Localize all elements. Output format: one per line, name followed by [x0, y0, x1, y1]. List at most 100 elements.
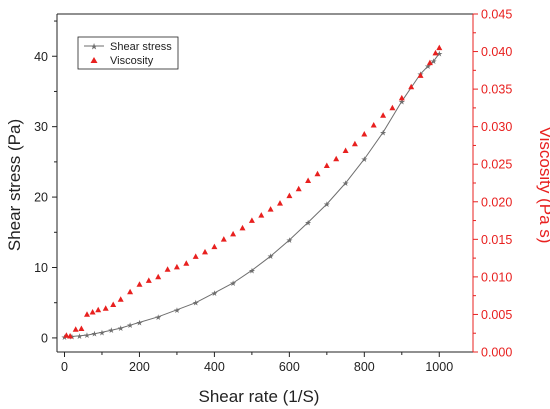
shear-stress-point: ★	[430, 57, 437, 66]
shear-stress-point: ★	[127, 321, 134, 330]
viscosity-point	[389, 104, 396, 111]
shear-stress-point: ★	[136, 318, 143, 327]
y-tick-label-right: 0.020	[481, 195, 512, 209]
viscosity-point	[267, 206, 274, 212]
viscosity-point	[314, 170, 321, 177]
y-tick-label-right: 0.030	[481, 120, 512, 134]
viscosity-point	[295, 185, 302, 192]
shear-stress-point: ★	[192, 299, 199, 308]
viscosity-point	[380, 112, 387, 118]
viscosity-point	[155, 273, 162, 280]
legend-shear-stress-label: Shear stress	[110, 41, 172, 53]
shear-stress-point: ★	[91, 330, 98, 339]
shear-stress-point: ★	[173, 306, 180, 315]
viscosity-point	[102, 305, 109, 311]
shear-stress-point: ★	[248, 266, 255, 275]
legend-viscosity-marker	[90, 57, 98, 63]
y-tick-label-right: 0.025	[481, 158, 512, 172]
viscosity-point	[398, 94, 405, 101]
shear-stress-point: ★	[98, 328, 105, 337]
y-tick-label-left: 10	[34, 261, 48, 275]
shear-stress-point: ★	[117, 324, 124, 333]
viscosity-point	[248, 217, 255, 223]
legend-box	[77, 36, 179, 70]
y-tick-label-left: 0	[41, 331, 48, 345]
shear-stress-point: ★	[361, 155, 368, 164]
y-tick-label-right: 0.010	[481, 270, 512, 284]
viscosity-point	[164, 266, 171, 272]
viscosity-point	[89, 309, 96, 315]
viscosity-point	[426, 59, 433, 66]
y-tick-label-right: 0.045	[481, 8, 512, 22]
shear-stress-point: ★	[380, 128, 387, 137]
legend: ★ Shear stress Viscosity	[77, 36, 179, 70]
viscosity-point	[211, 243, 218, 250]
x-tick-label: 400	[204, 360, 225, 374]
viscosity-point	[173, 263, 180, 270]
viscosity-point	[84, 311, 90, 317]
shear-stress-point: ★	[436, 49, 443, 58]
viscosity-point	[110, 301, 117, 307]
series-layer: ★★★★★★★★★★★★★★★★★★★★★★★★★★★★	[61, 44, 443, 342]
y-tick-label-right: 0.005	[481, 308, 512, 322]
y-tick-label-right: 0.000	[481, 346, 512, 360]
shear-stress-point: ★	[286, 236, 293, 245]
y-axis-title-right: Viscosity (Pa s)	[536, 127, 550, 244]
series-line-shear-stress	[64, 53, 440, 338]
viscosity-point	[258, 212, 265, 218]
shear-stress-point: ★	[230, 279, 237, 288]
viscosity-point	[436, 44, 443, 51]
shear-stress-point: ★	[323, 200, 330, 209]
x-tick-label: 200	[129, 360, 150, 374]
viscosity-point	[127, 288, 134, 295]
y-axis-title-left: Shear stress (Pa)	[5, 119, 24, 251]
shear-stress-point: ★	[267, 252, 274, 261]
viscosity-point	[417, 72, 424, 78]
viscosity-point	[323, 162, 330, 168]
viscosity-point	[117, 296, 124, 302]
viscosity-point	[220, 236, 227, 242]
viscosity-point	[370, 122, 377, 128]
viscosity-point	[183, 260, 190, 266]
viscosity-point	[136, 281, 143, 287]
viscosity-point	[67, 333, 74, 339]
viscosity-point	[230, 230, 237, 237]
y-tick-label-right: 0.035	[481, 83, 512, 97]
viscosity-point	[361, 131, 368, 137]
shear-stress-point: ★	[342, 179, 349, 188]
x-tick-label: 0	[61, 360, 68, 374]
shear-stress-point: ★	[424, 62, 431, 71]
viscosity-point	[432, 49, 439, 56]
x-axis-title: Shear rate (1/S)	[199, 387, 320, 406]
viscosity-point	[277, 200, 283, 206]
shear-stress-point: ★	[398, 97, 405, 106]
viscosity-point	[286, 192, 293, 199]
viscosity-point	[239, 224, 246, 231]
viscosity-point	[145, 277, 152, 283]
viscosity-point	[78, 325, 85, 331]
y-tick-label-right: 0.015	[481, 233, 512, 247]
shear-stress-point: ★	[76, 332, 83, 341]
viscosity-point	[192, 253, 199, 259]
y-tick-label-left: 30	[34, 120, 48, 134]
viscosity-point	[342, 147, 349, 153]
viscosity-point	[95, 306, 102, 313]
shear-stress-point: ★	[305, 218, 312, 227]
shear-stress-point: ★	[211, 289, 218, 298]
x-tick-label: 600	[279, 360, 300, 374]
shear-stress-point: ★	[83, 331, 90, 340]
viscosity-point	[63, 332, 70, 338]
y-tick-label-right: 0.040	[481, 45, 512, 59]
legend-viscosity-label: Viscosity	[110, 55, 154, 67]
viscosity-point	[351, 140, 358, 147]
legend-shear-stress-marker: ★	[90, 43, 98, 53]
axes-layer: 0 200 400 600 800 1000 0 10 20 30 40 0.000 0.005 0.01…	[34, 8, 512, 375]
x-tick-label: 800	[354, 360, 375, 374]
x-tick-label: 1000	[425, 360, 453, 374]
viscosity-point	[202, 248, 208, 255]
shear-stress-point: ★	[155, 313, 162, 322]
viscosity-point	[72, 326, 79, 332]
shear-stress-point: ★	[108, 326, 115, 335]
viscosity-point	[333, 155, 340, 162]
